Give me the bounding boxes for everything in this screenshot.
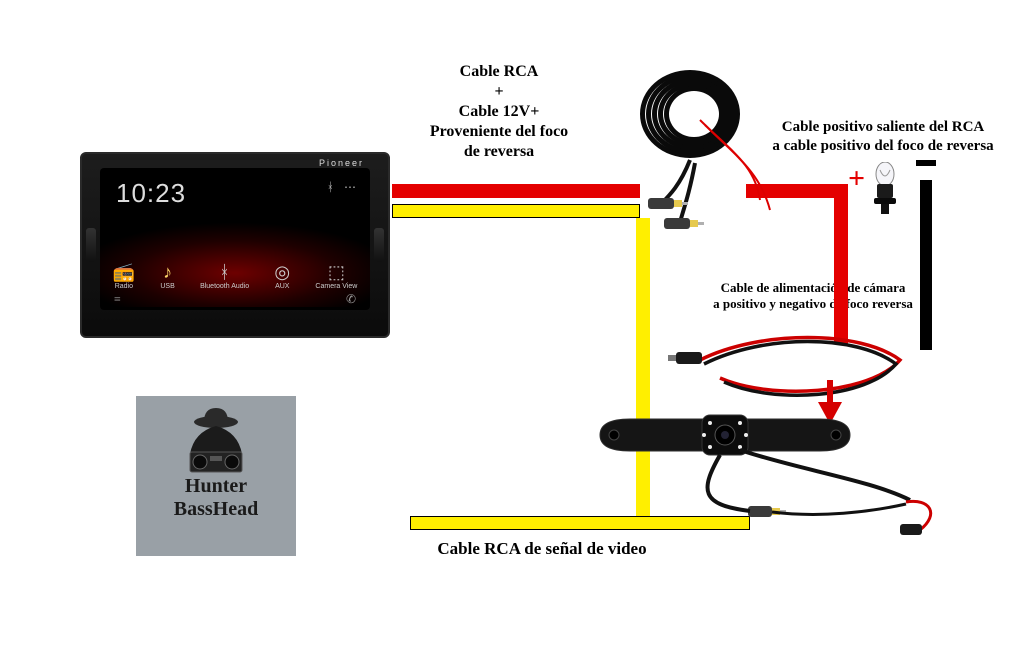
camera-pigtail [0,0,1024,654]
